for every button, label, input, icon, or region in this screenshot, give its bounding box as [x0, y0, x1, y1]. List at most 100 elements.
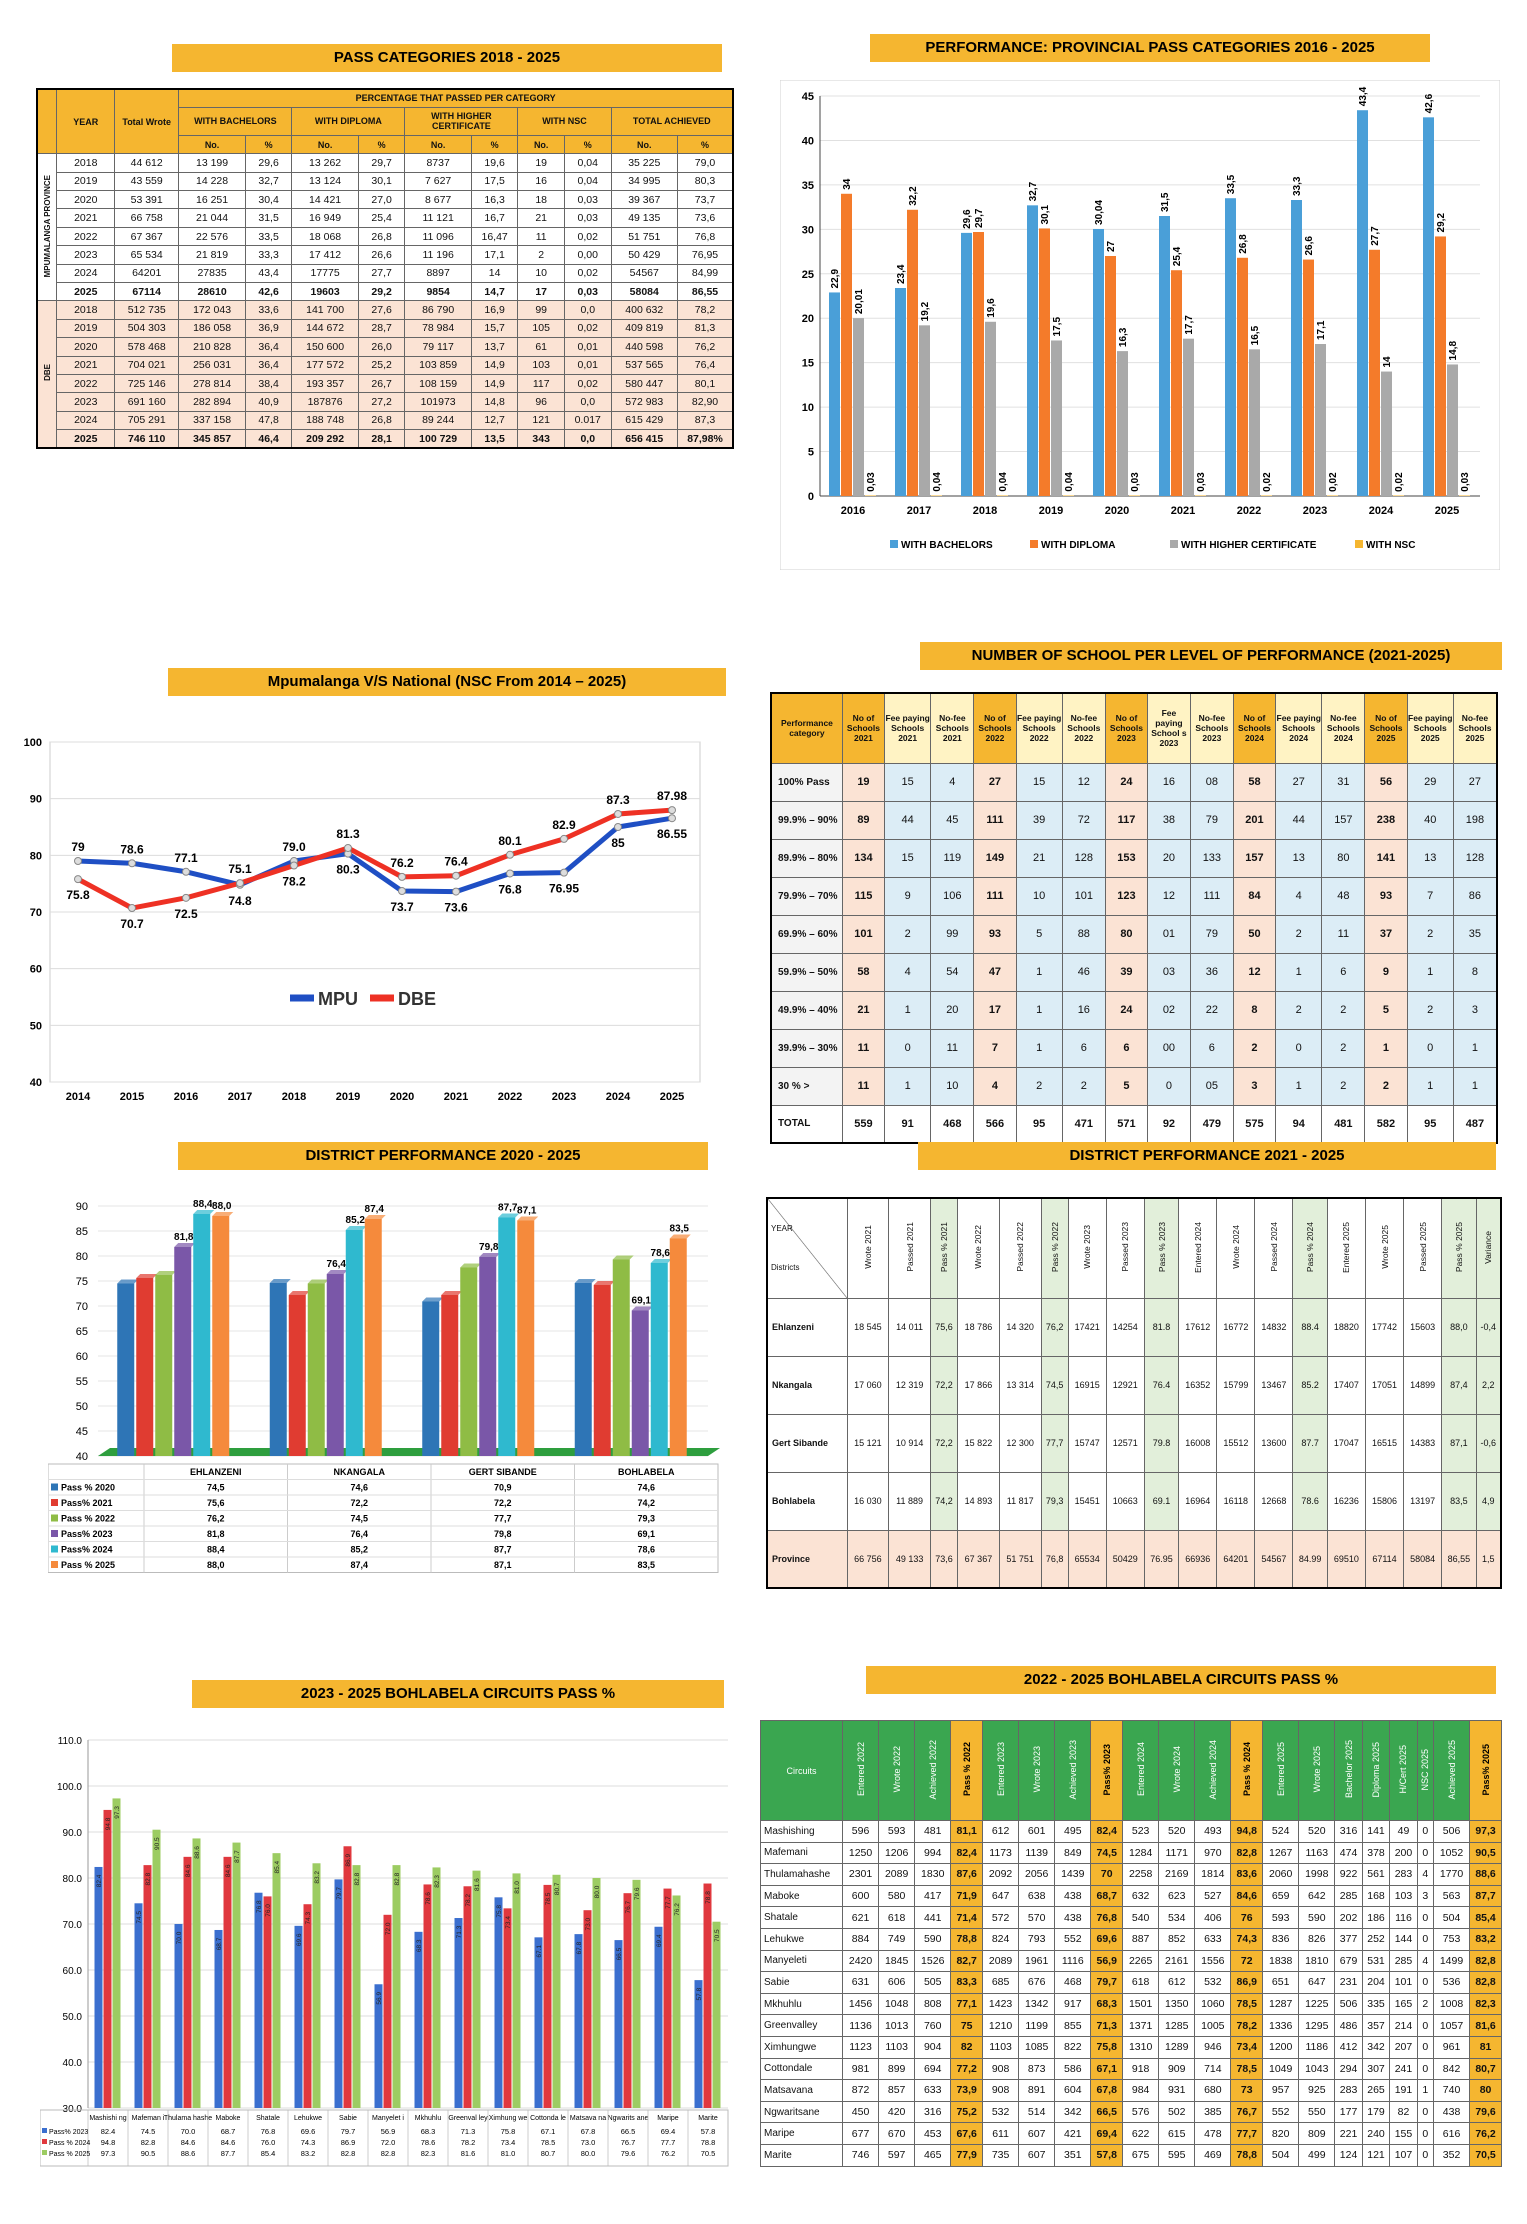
legend-table-value: 78.2 — [461, 2138, 476, 2147]
table-cell: 193 357 — [291, 373, 359, 394]
table-cell: 14 421 — [291, 190, 359, 210]
table-cell: 335 — [1361, 1992, 1391, 2016]
bar — [1381, 371, 1392, 496]
table-cell: 38,4 — [244, 373, 293, 394]
table-cell: 14 320 — [998, 1297, 1042, 1357]
x-tick-label: Mashishi ng — [89, 2115, 126, 2122]
bar — [503, 1908, 512, 2108]
table-cell: 111 — [973, 876, 1017, 916]
bar — [1237, 257, 1248, 496]
legend-table-value: 72,2 — [494, 1498, 512, 1508]
table-cell: 345 857 — [178, 429, 246, 449]
legend-label: DBE — [398, 989, 436, 1009]
table-cell: 849 — [1054, 1841, 1092, 1865]
table-cell: 316 — [1334, 1820, 1363, 1843]
column-header-label: Wrote 2023 — [1082, 1225, 1093, 1270]
data-label: 17,1 — [1316, 320, 1327, 340]
table-cell: 2020 — [56, 190, 116, 210]
table-cell: 1123 — [841, 2035, 880, 2059]
table-cell: 119 — [930, 838, 975, 878]
table-cell: 1139 — [1018, 1841, 1056, 1865]
column-header-label: Wrote 2025 — [1379, 1225, 1390, 1270]
legend-label: Pass % 2020 — [61, 1483, 115, 1493]
table-cell: 16772 — [1216, 1297, 1256, 1357]
column-header-label: Pass% 2023 — [1101, 1743, 1112, 1796]
column-header: Passed 2022 — [998, 1197, 1042, 1299]
table-cell: 5 — [1104, 1066, 1149, 1106]
table-cell: 76,7 — [1230, 2100, 1264, 2124]
data-label: 83,5 — [670, 1224, 690, 1235]
data-label: 0,04 — [932, 472, 943, 492]
data-point — [560, 834, 568, 843]
col-year: YEAR — [56, 88, 116, 155]
table-cell: 121 — [517, 410, 565, 431]
legend-swatch — [42, 2150, 47, 2155]
column-header-label: Pass % 2024 — [1241, 1742, 1252, 1797]
data-label: 76.8 — [256, 1900, 263, 1913]
table-cell: Province — [766, 1529, 848, 1589]
bar — [117, 1283, 135, 1456]
data-label: 30,04 — [1094, 200, 1105, 225]
column-header: Passed 2021 — [888, 1197, 931, 1299]
y-tick-label: 50.0 — [63, 2012, 83, 2023]
table-cell: -0,4 — [1475, 1297, 1502, 1357]
table-cell: 71,4 — [950, 1906, 984, 1929]
table-cell: 16 — [517, 171, 565, 192]
table-row: 2021 66 758 21 044 31,5 16 949 25,4 11 121 16,7… — [37, 208, 734, 228]
table-cell: 675 — [1122, 2143, 1160, 2167]
table-row: 2022 725 146 278 814 38,4 193 357 26,7 108 159… — [37, 373, 734, 394]
data-label: 90.5 — [154, 1837, 161, 1850]
data-point — [668, 806, 676, 815]
data-label: 0,03 — [866, 472, 877, 492]
table-cell: 552 — [1054, 1927, 1092, 1951]
table-cell: 1961 — [1018, 1949, 1056, 1973]
data-label: 27 — [1106, 240, 1117, 252]
legend-label: Pass % 2025 — [49, 2151, 90, 2158]
data-label: 29,7 — [974, 208, 985, 228]
table-cell: 505 — [914, 1971, 952, 1994]
bar — [574, 1934, 583, 2108]
table-cell: 1285 — [1158, 2014, 1196, 2037]
table-cell: 749 — [878, 1927, 916, 1951]
table-cell: 2161 — [1158, 1949, 1196, 1973]
table-cell: Marite — [760, 2143, 843, 2167]
table-cell: 80 — [1104, 914, 1149, 954]
table-cell: 77,1 — [950, 1992, 984, 2016]
table-cell: 580 447 — [610, 373, 679, 394]
table-row: 2023 691 160 282 894 40,9 187876 27,2 101973 14… — [37, 392, 734, 412]
table-cell: 85,4 — [1469, 1906, 1502, 1929]
x-tick-label: 2017 — [907, 505, 931, 517]
x-tick-label: GERT SIBANDE — [469, 1467, 537, 1477]
table-cell: 378 — [1361, 1841, 1391, 1865]
table-cell: 77,9 — [950, 2143, 984, 2167]
table-cell: 4 — [1275, 876, 1323, 916]
table-cell: 42,6 — [244, 282, 293, 302]
table-cell: 1 — [884, 1066, 932, 1106]
column-header-label: Pass % 2025 — [1453, 1222, 1464, 1273]
table-cell: 520 — [1298, 1820, 1336, 1843]
legend-table-value: 80.7 — [541, 2149, 556, 2158]
table-cell: 283 — [1389, 1863, 1418, 1886]
table-cell: 28,1 — [357, 429, 406, 449]
table-cell: 6 — [1321, 952, 1366, 992]
data-label: 82.8 — [354, 1872, 361, 1885]
legend-table-value: 70,9 — [494, 1483, 512, 1493]
table-row: 79.9% – 70% 115 9 106 111 10 101 123 12 111 84 4 48 9… — [770, 876, 1498, 916]
bar — [593, 1285, 611, 1456]
table-cell: 21 — [517, 208, 565, 228]
table-cell: 607 — [1018, 2122, 1056, 2145]
table-cell: 19 — [517, 153, 565, 173]
table-cell: 5 — [1364, 990, 1408, 1030]
table-cell: 2089 — [878, 1863, 916, 1886]
table-cell: 638 — [1018, 1884, 1056, 1908]
x-tick-label: Greenval ley — [448, 2115, 488, 2122]
table-cell: 11 121 — [404, 208, 472, 228]
table-cell: 12 — [1147, 876, 1191, 916]
table-cell: 465 — [914, 2143, 952, 2167]
table-cell: 44 612 — [114, 153, 180, 173]
table-cell: 82,4 — [950, 1841, 984, 1865]
table-cell: 647 — [982, 1884, 1020, 1908]
bar — [829, 292, 840, 496]
x-tick-label: 2020 — [1105, 505, 1129, 517]
legend-table-value: 74.5 — [141, 2127, 156, 2136]
